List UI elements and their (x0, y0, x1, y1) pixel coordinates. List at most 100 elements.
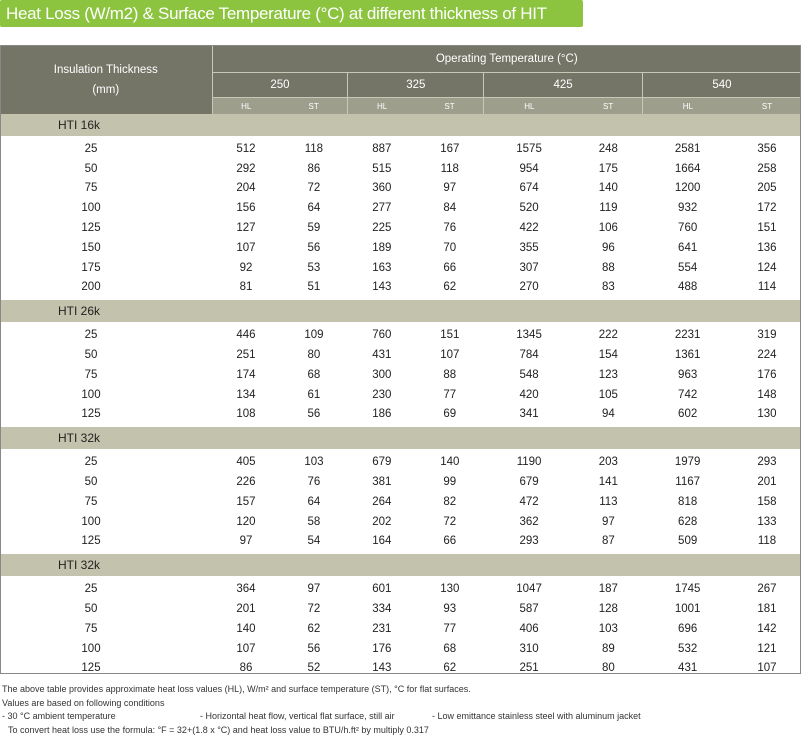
st-cell: 148 (757, 388, 777, 401)
hl-cell: 251 (519, 662, 539, 675)
st-cell: 80 (307, 349, 321, 362)
thickness-cell: 50 (84, 603, 98, 616)
st-cell: 56 (307, 241, 321, 254)
st-cell: 187 (598, 583, 618, 596)
st-cell: 158 (757, 495, 777, 508)
st-cell: 105 (598, 388, 618, 401)
hl-cell: 231 (372, 622, 392, 635)
st-cell: 80 (601, 662, 615, 675)
thickness-cell: 25 (84, 142, 98, 155)
hl-cell: 186 (372, 408, 392, 421)
thickness-cell: 75 (84, 622, 98, 635)
hl-cell: 292 (236, 162, 256, 175)
hl-cell: 230 (372, 388, 392, 401)
thickness-cell: 125 (81, 662, 101, 675)
st-cell: 248 (598, 142, 618, 155)
table-row: 50 292 86 515 118 954 175 1664 258 (0, 159, 801, 179)
thickness-cell: 125 (81, 222, 101, 235)
hl-cell: 226 (236, 476, 256, 489)
st-cell: 68 (307, 368, 321, 381)
table-row: 50 226 76 381 99 679 141 1167 201 (0, 472, 801, 492)
st-header: ST (415, 97, 484, 114)
hl-cell: 310 (519, 642, 539, 655)
st-cell: 103 (304, 456, 324, 469)
st-cell: 130 (440, 583, 460, 596)
st-cell: 151 (440, 329, 460, 342)
st-cell: 167 (440, 142, 460, 155)
st-cell: 72 (307, 182, 321, 195)
thickness-cell: 75 (84, 182, 98, 195)
hl-cell: 760 (678, 222, 698, 235)
hl-cell: 163 (372, 261, 392, 274)
hl-cell: 81 (239, 281, 253, 294)
st-cell: 72 (443, 515, 457, 528)
table-border (0, 45, 801, 674)
st-cell: 154 (598, 349, 618, 362)
st-cell: 136 (757, 241, 777, 254)
st-cell: 82 (443, 495, 457, 508)
hl-cell: 127 (236, 222, 256, 235)
st-cell: 140 (598, 182, 618, 195)
st-cell: 99 (443, 476, 457, 489)
st-cell: 51 (307, 281, 321, 294)
st-cell: 319 (757, 329, 777, 342)
hl-cell: 107 (236, 241, 256, 254)
hl-header: HL (347, 97, 416, 114)
hl-cell: 954 (519, 162, 539, 175)
hl-cell: 164 (372, 535, 392, 548)
st-cell: 61 (307, 388, 321, 401)
st-cell: 293 (757, 456, 777, 469)
st-header: ST (574, 97, 643, 114)
thickness-cell: 25 (84, 456, 98, 469)
st-cell: 83 (601, 281, 615, 294)
hl-cell: 225 (372, 222, 392, 235)
st-cell: 62 (443, 281, 457, 294)
hl-cell: 887 (372, 142, 392, 155)
hl-cell: 264 (372, 495, 392, 508)
table-row: 50 201 72 334 93 587 128 1001 181 (0, 599, 801, 619)
temp-header-540: 540 (641, 72, 801, 98)
thickness-cell: 75 (84, 368, 98, 381)
hl-cell: 334 (372, 603, 392, 616)
hl-cell: 86 (239, 662, 253, 675)
hl-cell: 520 (519, 202, 539, 215)
hl-cell: 446 (236, 329, 256, 342)
temp-header-425: 425 (483, 72, 643, 98)
st-cell: 68 (443, 642, 457, 655)
hl-cell: 293 (519, 535, 539, 548)
st-cell: 114 (757, 281, 777, 294)
hl-cell: 641 (678, 241, 698, 254)
st-cell: 141 (598, 476, 618, 489)
st-cell: 76 (307, 476, 321, 489)
st-header: ST (732, 97, 801, 114)
condition-1: - 30 °C ambient temperature (2, 711, 116, 721)
st-cell: 62 (307, 622, 321, 635)
hl-cell: 587 (519, 603, 539, 616)
hl-cell: 405 (236, 456, 256, 469)
table-row: 50 251 80 431 107 784 154 1361 224 (0, 345, 801, 365)
hl-cell: 174 (236, 368, 256, 381)
hl-header: HL (212, 97, 280, 114)
hl-cell: 431 (372, 349, 392, 362)
hl-cell: 784 (519, 349, 539, 362)
thickness-cell: 25 (84, 583, 98, 596)
hl-cell: 300 (372, 368, 392, 381)
st-cell: 121 (757, 642, 777, 655)
hl-cell: 422 (519, 222, 539, 235)
thickness-cell: 50 (84, 162, 98, 175)
thickness-cell: 175 (81, 261, 101, 274)
hl-cell: 156 (236, 202, 256, 215)
group-label: HTI 32k (0, 427, 801, 450)
table-row: 200 81 51 143 62 270 83 488 114 (0, 278, 801, 298)
hl-cell: 674 (519, 182, 539, 195)
hl-cell: 1361 (674, 349, 701, 362)
thickness-cell: 200 (81, 281, 101, 294)
hl-cell: 92 (239, 261, 253, 274)
table-row: 75 140 62 231 77 406 103 696 142 (0, 619, 801, 639)
table-row: 125 127 59 225 76 422 106 760 151 (0, 218, 801, 238)
table-row: 100 156 64 277 84 520 119 932 172 (0, 198, 801, 218)
st-cell: 118 (757, 535, 777, 548)
hl-cell: 176 (372, 642, 392, 655)
notes: The above table provides approximate hea… (2, 683, 641, 737)
temp-header-250: 250 (212, 72, 348, 98)
